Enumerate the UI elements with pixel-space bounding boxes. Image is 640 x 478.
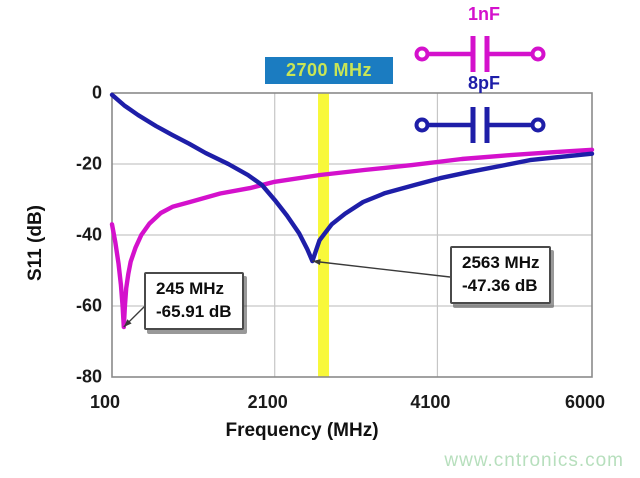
annotation-frequency: 2563 MHz — [462, 253, 540, 272]
y-tick-label: -40 — [75, 224, 102, 245]
marker-annotation-2563mhz: 2563 MHz -47.36 dB — [450, 246, 552, 304]
x-axis-title: Frequency (MHz) — [225, 420, 379, 441]
x-tick-label: 6000 — [564, 392, 606, 412]
y-tick-label: -20 — [75, 153, 102, 174]
capacitor-8pf-icon — [414, 107, 546, 143]
capacitor-schematics — [414, 36, 546, 143]
annotation-leader-line — [312, 260, 451, 278]
watermark-text: www.cntronics.com — [444, 450, 624, 471]
x-tick-label: 100 — [89, 392, 121, 412]
series-curve-1nF — [109, 147, 595, 330]
capacitor-1nf-icon — [414, 36, 546, 72]
series-curve-8pF — [109, 92, 595, 264]
annotation-level: -65.91 dB — [156, 302, 232, 322]
y-tick-label: 0 — [91, 82, 102, 103]
annotation-level: -47.36 dB — [462, 276, 538, 296]
annotation-arrowhead — [123, 319, 132, 327]
x-tick-label: 2100 — [247, 392, 288, 412]
x-tick-label: 4100 — [410, 392, 451, 412]
y-tick-label: -60 — [75, 295, 102, 316]
annotation-frequency: 245 MHz — [156, 279, 225, 298]
annotation-arrowhead — [312, 259, 321, 266]
marker-frequency-badge: 2700 MHz — [265, 57, 393, 84]
capacitor-8pf-value-label: 8pF — [467, 73, 501, 93]
marker-annotation-245mhz: 245 MHz -65.91 dB — [144, 272, 244, 330]
y-tick-label: -80 — [75, 366, 102, 387]
capacitor-1nf-value-label: 1nF — [467, 4, 501, 24]
